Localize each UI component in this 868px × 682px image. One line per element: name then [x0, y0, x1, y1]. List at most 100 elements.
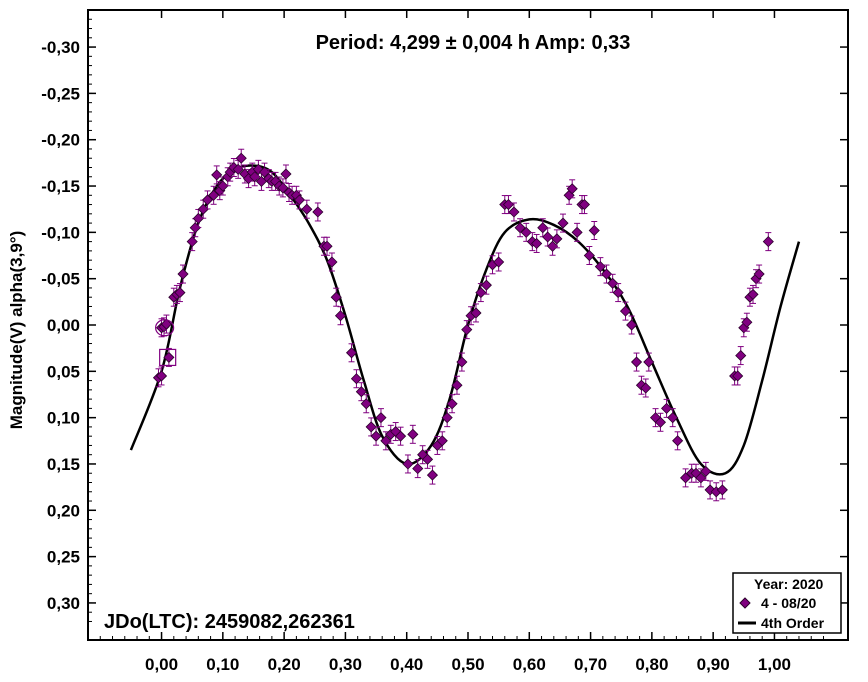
y-tick-label: 0,15 — [47, 455, 80, 474]
y-axis-title: Magnitude(V) alpha(3,9°) — [7, 231, 26, 430]
data-point — [661, 398, 673, 418]
data-point — [508, 202, 520, 222]
data-point — [643, 352, 655, 372]
data-point — [395, 426, 407, 446]
legend-title: Year: 2020 — [754, 576, 823, 592]
data-point — [421, 449, 434, 469]
axis-ticks: 0,00 0,10 0,20 0,30 0,40 0,50 0,60 0,70 0,80 0,90… — [41, 10, 848, 674]
data-point — [412, 459, 424, 479]
legend-entry-series: 4 - 08/20 — [761, 595, 816, 611]
last-point-square-marker — [159, 348, 177, 367]
data-point — [301, 199, 313, 219]
data-point — [355, 382, 367, 402]
data-point — [321, 236, 333, 256]
data-point — [716, 480, 728, 500]
data-point — [547, 236, 559, 256]
y-tick-label: 0,20 — [47, 501, 80, 520]
x-tick-label: 0,90 — [697, 655, 730, 674]
legend-entry-fit: 4th Order — [761, 615, 825, 631]
data-point — [211, 165, 223, 185]
data-point — [704, 480, 716, 500]
data-point — [174, 283, 186, 303]
data-point — [654, 412, 667, 432]
data-point — [480, 275, 492, 295]
y-tick-label: 0,30 — [47, 594, 80, 613]
data-point — [640, 378, 652, 398]
data-point — [566, 179, 578, 199]
data-point — [330, 287, 342, 307]
x-tick-label: 1,00 — [758, 655, 791, 674]
x-tick-label: 0,00 — [145, 655, 178, 674]
data-point — [334, 306, 347, 326]
y-tick-label: -0,05 — [41, 270, 80, 289]
data-point — [201, 190, 214, 210]
y-tick-label: 0,10 — [47, 409, 80, 428]
legend: Year: 2020 4 - 08/20 4th Order — [732, 572, 842, 634]
x-tick-label: 0,40 — [390, 655, 423, 674]
data-point — [583, 246, 595, 266]
data-point — [747, 284, 759, 304]
data-point — [380, 431, 392, 451]
data-point — [228, 158, 240, 177]
y-tick-label: -0,30 — [41, 38, 80, 57]
data-point — [667, 408, 679, 428]
data-point — [695, 468, 707, 488]
data-point — [612, 283, 624, 303]
y-tick-label: -0,25 — [41, 84, 80, 103]
data-point — [551, 229, 563, 249]
data-point — [594, 257, 606, 277]
data-point — [680, 468, 692, 488]
data-point — [277, 178, 289, 198]
data-point — [177, 264, 189, 284]
chart-title: Period: 4,299 ± 0,004 h Amp: 0,33 — [316, 32, 631, 54]
data-point — [619, 301, 632, 321]
data-point — [732, 366, 744, 386]
x-tick-label: 0,70 — [574, 655, 607, 674]
y-tick-label: 0,00 — [47, 316, 80, 335]
data-point — [753, 264, 765, 284]
data-points-layer — [152, 148, 774, 502]
legend-diamond-marker — [739, 597, 751, 609]
data-point — [735, 346, 747, 366]
y-tick-label: -0,10 — [41, 223, 80, 242]
data-point — [672, 431, 684, 451]
data-point — [426, 465, 439, 485]
data-point — [588, 221, 600, 240]
y-tick-label: 0,25 — [47, 548, 80, 567]
x-tick-label: 0,10 — [206, 655, 239, 674]
data-point — [571, 222, 583, 242]
data-point — [402, 454, 414, 474]
data-point — [258, 162, 271, 182]
data-point — [446, 394, 458, 414]
data-point — [350, 369, 363, 389]
data-point — [375, 408, 387, 428]
data-point — [741, 312, 753, 332]
data-point — [252, 159, 264, 179]
data-point — [762, 232, 774, 252]
data-point — [461, 320, 473, 340]
data-point — [280, 164, 292, 184]
data-point — [557, 213, 569, 233]
data-point — [163, 347, 175, 367]
x-tick-label: 0,30 — [329, 655, 362, 674]
epoch-annotation: JDo(LTC): 2459082,262361 — [104, 611, 355, 633]
data-point — [441, 408, 453, 428]
data-point — [520, 222, 532, 242]
data-point — [436, 431, 448, 451]
x-tick-label: 0,50 — [451, 655, 484, 674]
first-point-circle-marker — [155, 319, 175, 337]
data-point — [312, 202, 324, 222]
x-tick-label: 0,80 — [635, 655, 668, 674]
data-point — [578, 195, 591, 215]
data-point — [531, 233, 543, 253]
data-point — [293, 190, 306, 210]
data-point — [514, 218, 526, 238]
y-tick-label: -0,20 — [41, 131, 80, 150]
data-point — [224, 162, 236, 182]
data-point — [486, 255, 499, 275]
x-tick-label: 0,60 — [513, 655, 546, 674]
data-point — [700, 461, 712, 481]
data-point — [326, 252, 338, 272]
data-point — [360, 394, 372, 414]
